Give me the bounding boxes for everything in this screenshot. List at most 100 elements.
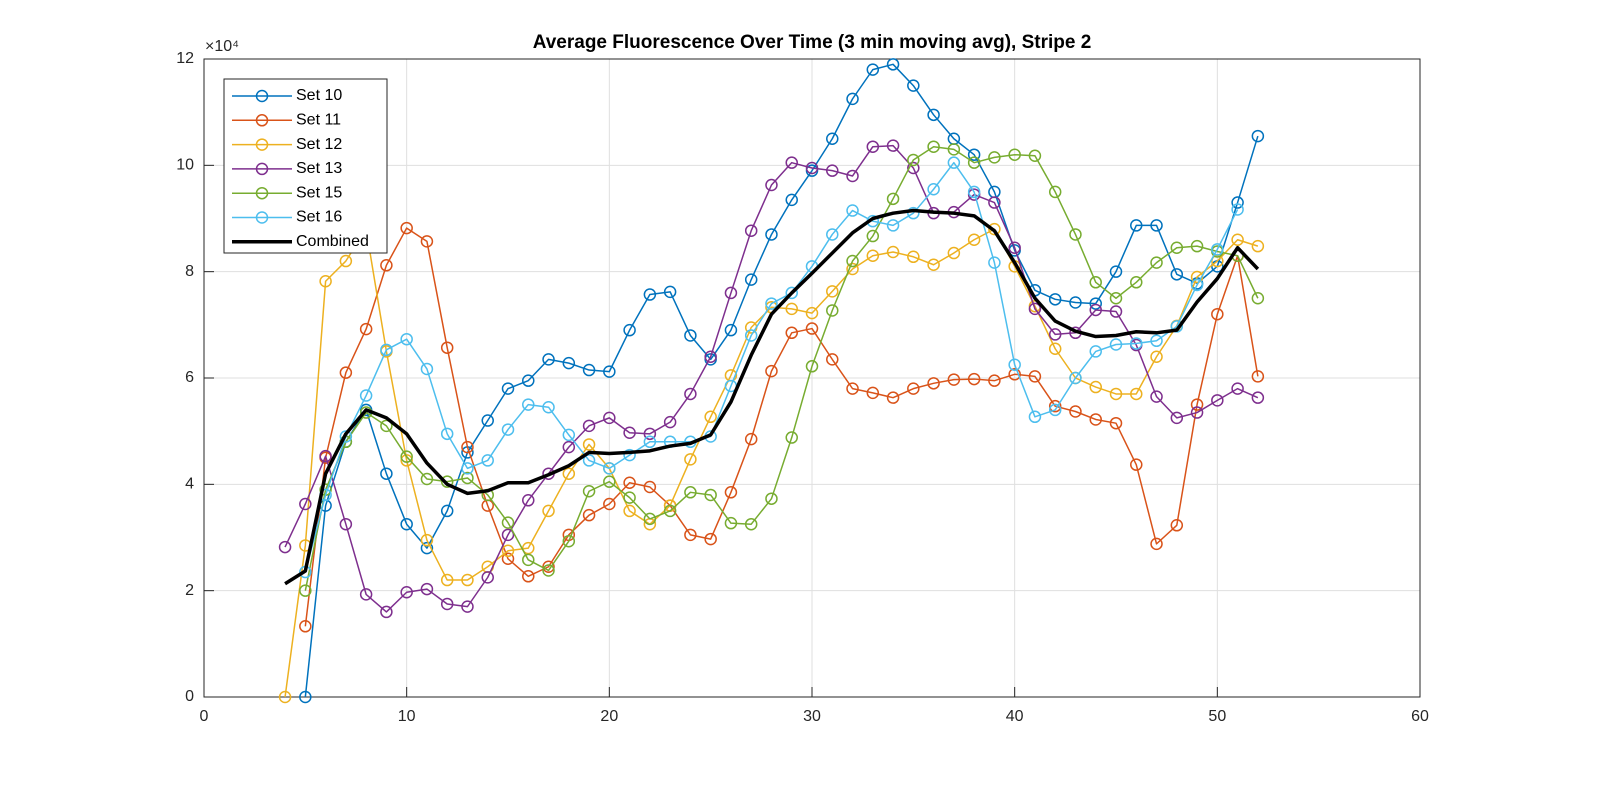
data-point <box>663 285 677 299</box>
data-point <box>359 588 373 601</box>
data-point <box>501 544 515 558</box>
data-point <box>522 553 535 567</box>
data-point <box>866 140 880 153</box>
data-point <box>785 156 798 169</box>
data-point <box>501 528 515 542</box>
data-point <box>440 504 454 518</box>
data-point <box>785 431 798 444</box>
data-point <box>704 488 717 502</box>
data-point <box>1190 239 1204 253</box>
data-point <box>400 221 413 235</box>
data-point <box>866 249 880 262</box>
data-point <box>684 486 697 499</box>
data-point <box>846 262 859 276</box>
data-point <box>785 302 798 316</box>
data-point <box>1089 345 1102 358</box>
data-point <box>522 494 535 507</box>
data-point <box>724 486 738 499</box>
y-multiplier: ×10⁴ <box>205 38 239 55</box>
data-point <box>785 193 798 207</box>
data-point <box>1130 387 1143 401</box>
data-point <box>319 449 332 463</box>
data-point <box>380 605 393 619</box>
data-point <box>1170 320 1184 333</box>
data-point <box>1231 203 1244 216</box>
data-point <box>826 228 839 241</box>
data-point <box>866 386 880 400</box>
data-point <box>1211 307 1224 321</box>
x-tick-label: 10 <box>398 708 416 725</box>
data-point <box>319 274 332 288</box>
data-point <box>1109 265 1123 278</box>
data-point <box>907 153 920 167</box>
series-line <box>284 144 1259 613</box>
data-point <box>339 517 353 531</box>
data-point <box>1211 243 1224 256</box>
data-point <box>440 341 454 354</box>
data-point <box>826 285 839 298</box>
data-point <box>785 286 798 300</box>
x-tick-label: 60 <box>1411 708 1429 725</box>
data-point <box>1130 337 1143 350</box>
data-point <box>1089 297 1102 310</box>
data-point <box>603 365 616 378</box>
data-point <box>866 63 880 76</box>
data-point <box>846 254 859 268</box>
data-point <box>603 497 616 511</box>
data-point <box>623 476 636 489</box>
data-point <box>380 259 393 272</box>
data-point <box>1109 305 1123 318</box>
data-point <box>1190 278 1204 292</box>
chart-title: Average Fluorescence Over Time (3 min mo… <box>533 32 1092 53</box>
data-point <box>1170 241 1184 254</box>
legend-marker <box>255 162 269 176</box>
data-point <box>1008 241 1021 254</box>
data-point <box>359 389 373 402</box>
data-point <box>1008 358 1021 371</box>
data-point <box>1069 228 1082 241</box>
data-point <box>643 512 657 526</box>
data-point <box>947 156 961 169</box>
data-point <box>1109 338 1123 351</box>
data-point <box>582 438 596 451</box>
data-point <box>1170 519 1184 532</box>
data-point <box>1048 403 1062 417</box>
data-point <box>1130 276 1143 289</box>
data-point <box>1190 398 1204 411</box>
data-point <box>805 322 819 335</box>
data-point <box>1231 196 1244 209</box>
data-point <box>744 224 758 237</box>
legend-box <box>223 78 388 254</box>
legend-label: Set 15 <box>296 184 342 201</box>
data-point <box>1028 410 1042 424</box>
data-point <box>1190 270 1204 284</box>
data-point <box>542 564 555 577</box>
data-point <box>907 382 920 395</box>
data-point <box>1008 368 1021 381</box>
data-point <box>765 297 778 310</box>
data-point <box>1069 371 1082 385</box>
legend-marker <box>255 114 269 127</box>
data-point <box>562 356 576 370</box>
data-point <box>582 508 596 522</box>
data-point <box>1089 380 1102 394</box>
data-point <box>765 364 778 378</box>
data-point <box>299 690 312 704</box>
data-point <box>359 322 373 336</box>
data-point <box>927 377 940 390</box>
data-point <box>1028 302 1042 316</box>
data-point <box>1008 148 1021 161</box>
data-point <box>481 454 494 467</box>
data-point <box>744 432 758 446</box>
data-point <box>461 471 474 485</box>
data-point <box>846 169 859 183</box>
data-point <box>603 411 616 425</box>
data-point <box>805 360 819 373</box>
data-point <box>988 196 1001 209</box>
data-point <box>866 229 880 243</box>
series-line <box>304 145 1259 591</box>
data-point <box>886 391 900 404</box>
legend: Set 10 Set 11 Set 12 Set 13 Set 15 Set 16 Comb… <box>223 78 388 254</box>
x-tick-label: 20 <box>600 708 618 725</box>
data-point <box>1109 387 1123 401</box>
